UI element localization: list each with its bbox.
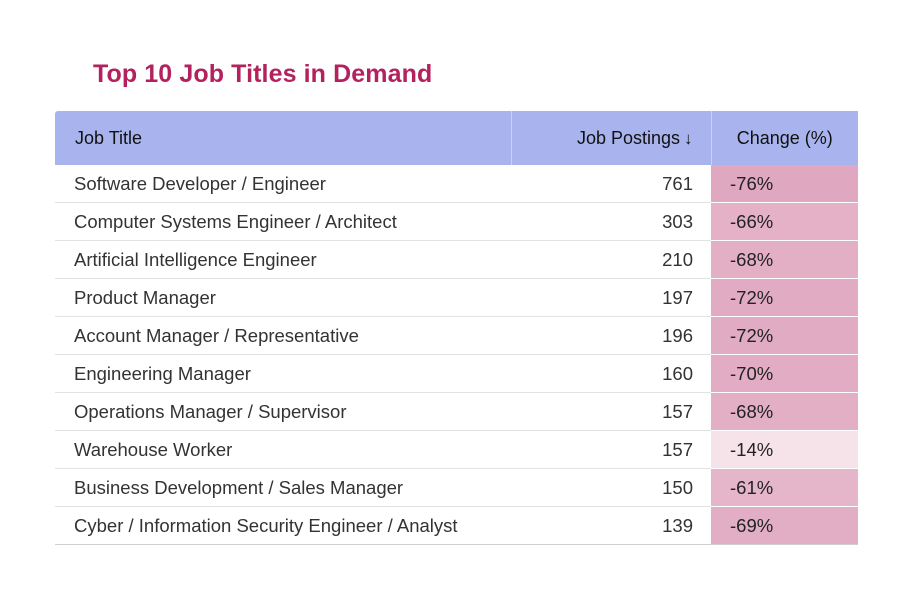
sort-descending-icon[interactable]: ↓ bbox=[684, 128, 693, 148]
cell-job-postings: 157 bbox=[511, 392, 711, 431]
cell-job-postings: 761 bbox=[511, 165, 711, 203]
table-header: Job Title Job Postings ↓ Change (%) bbox=[55, 111, 858, 165]
cell-change-percent: -70% bbox=[711, 354, 858, 393]
column-header-job-postings[interactable]: Job Postings ↓ bbox=[511, 111, 712, 165]
cell-change-percent: -72% bbox=[711, 316, 858, 355]
cell-job-postings: 197 bbox=[511, 278, 711, 317]
cell-job-title: Cyber / Information Security Engineer / … bbox=[55, 506, 511, 545]
cell-job-postings: 157 bbox=[511, 430, 711, 469]
column-header-job-title-label: Job Title bbox=[75, 127, 143, 148]
chart-title: Top 10 Job Titles in Demand bbox=[93, 60, 433, 88]
cell-job-postings: 210 bbox=[511, 240, 711, 279]
cell-job-title: Artificial Intelligence Engineer bbox=[55, 240, 511, 279]
cell-change-percent: -72% bbox=[711, 278, 858, 317]
column-header-change[interactable]: Change (%) bbox=[711, 111, 858, 165]
job-titles-table: Job Title Job Postings ↓ Change (%) Softw… bbox=[55, 111, 858, 545]
table-row: Warehouse Worker 157 -14% bbox=[55, 430, 858, 469]
cell-change-percent: -68% bbox=[711, 240, 858, 279]
cell-change-percent: -76% bbox=[711, 165, 858, 203]
table-body: Software Developer / Engineer 761 -76% Comp… bbox=[55, 165, 858, 545]
cell-job-postings: 150 bbox=[511, 468, 711, 507]
table-row: Business Development / Sales Manager 150-… bbox=[55, 468, 858, 507]
column-header-job-postings-label: Job Postings bbox=[576, 127, 680, 148]
cell-change-percent: -14% bbox=[711, 430, 858, 469]
cell-job-title: Operations Manager / Supervisor bbox=[55, 392, 511, 431]
cell-job-postings: 196 bbox=[511, 316, 711, 355]
table-row: Cyber / Information Security Engineer / … bbox=[55, 506, 858, 545]
column-header-job-title[interactable]: Job Title bbox=[55, 111, 512, 165]
cell-change-percent: -61% bbox=[711, 468, 858, 507]
header-row: Job Title Job Postings ↓ Change (%) bbox=[55, 111, 858, 165]
cell-job-postings: 303 bbox=[511, 202, 711, 241]
cell-job-postings: 160 bbox=[511, 354, 711, 393]
cell-job-title: Account Manager / Representative bbox=[55, 316, 511, 355]
job-titles-table-container: Job Title Job Postings ↓ Change (%) Softw… bbox=[55, 111, 858, 545]
cell-change-percent: -68% bbox=[711, 392, 858, 431]
cell-job-title: Warehouse Worker bbox=[55, 430, 511, 469]
table-row: Engineering Manager 160 -70% bbox=[55, 354, 858, 393]
table-row: Software Developer / Engineer 761 -76% bbox=[55, 165, 858, 203]
table-row: Account Manager / Representative 196 -72% bbox=[55, 316, 858, 355]
column-header-change-label: Change (%) bbox=[736, 127, 833, 148]
cell-job-postings: 139 bbox=[511, 506, 711, 545]
cell-job-title: Product Manager bbox=[55, 278, 511, 317]
cell-change-percent: -69% bbox=[711, 506, 858, 545]
table-row: Artificial Intelligence Engineer 210 -68% bbox=[55, 240, 858, 279]
table-row: Product Manager 197 -72% bbox=[55, 278, 858, 317]
cell-job-title: Computer Systems Engineer / Architect bbox=[55, 202, 511, 241]
cell-job-title: Business Development / Sales Manager bbox=[55, 468, 511, 507]
cell-job-title: Software Developer / Engineer bbox=[55, 165, 511, 203]
table-row: Computer Systems Engineer / Architect 303… bbox=[55, 202, 858, 241]
table-row: Operations Manager / Supervisor 157 -68% bbox=[55, 392, 858, 431]
cell-change-percent: -66% bbox=[711, 202, 858, 241]
cell-job-title: Engineering Manager bbox=[55, 354, 511, 393]
